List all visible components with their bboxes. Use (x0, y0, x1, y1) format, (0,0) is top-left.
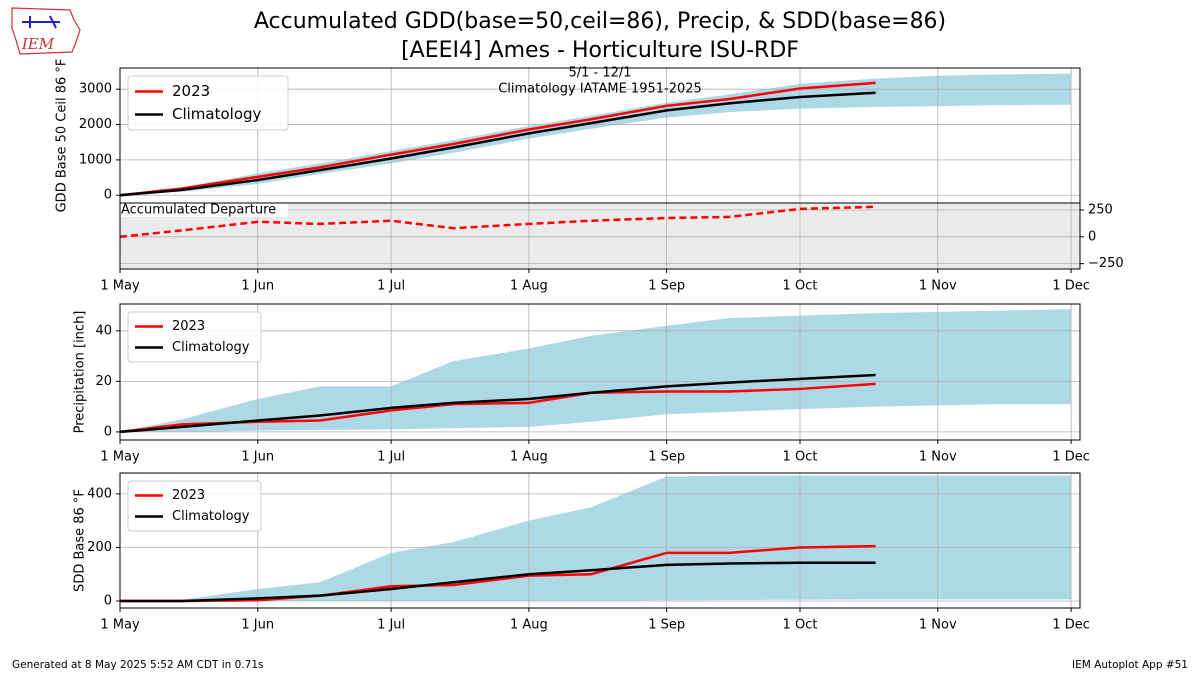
x-tick-label: 1 Sep (648, 618, 685, 633)
legend-box (127, 75, 289, 131)
logo-icon (22, 15, 60, 29)
x-tick-label: 1 Aug (510, 279, 548, 294)
x-tick-label: 1 Jul (377, 618, 405, 633)
legend-box (127, 311, 262, 363)
y-tick-label: 200 (87, 540, 112, 555)
annotation: 5/1 - 12/1 (568, 66, 631, 81)
x-tick-label: 1 Jun (241, 279, 274, 294)
x-tick-label: 1 Jul (377, 279, 405, 294)
chart-title: Accumulated GDD(base=50,ceil=86), Precip… (254, 9, 946, 34)
y-tick-label: 0 (104, 424, 112, 439)
logo-text: IEM (21, 35, 55, 53)
legend-label: 2023 (172, 319, 205, 334)
x-tick-label: 1 Jun (241, 618, 274, 633)
x-tick-label: 1 Oct (783, 450, 818, 465)
departure-line (119, 205, 876, 239)
x-tick-label: 1 Aug (510, 618, 548, 633)
x-tick-label: 1 May (100, 450, 140, 465)
x-tick-label: 1 Nov (919, 618, 957, 633)
legend-label: Climatology (172, 340, 250, 355)
y-axis-label: GDD Base 50 Ceil 86 °F (55, 59, 70, 213)
y-tick-label: 2000 (79, 117, 112, 132)
y-tick-label: 1000 (79, 152, 112, 167)
x-tick-label: 1 May (100, 618, 140, 633)
legend-box (127, 480, 262, 532)
y-tick-label: 0 (104, 188, 112, 203)
y-axis-label: SDD Base 86 °F (73, 489, 88, 592)
plot-frame (119, 303, 1081, 441)
y-tick-label: 0 (1088, 229, 1096, 244)
y-tick-label: 20 (95, 374, 112, 389)
x-tick-label: 1 Dec (1052, 450, 1090, 465)
x-tick-label: 1 Nov (919, 450, 957, 465)
legend-label: 2023 (172, 82, 210, 100)
legend: 2023 Climatology (127, 480, 262, 532)
y-tick-label: 250 (1088, 202, 1113, 217)
x-tick-label: 1 Nov (919, 279, 957, 294)
legend-label: 2023 (172, 488, 205, 503)
x-tick-label: 1 May (100, 279, 140, 294)
y-tick-label: 40 (95, 323, 112, 338)
legend: 2023 Climatology (127, 75, 289, 131)
plot-frame (119, 472, 1081, 609)
y-tick-label: −250 (1088, 256, 1124, 271)
data-line (119, 81, 876, 197)
x-tick-label: 1 Jul (377, 450, 405, 465)
footer: IEM Autoplot App #51 (1072, 659, 1188, 671)
data-line (120, 561, 876, 603)
legend: 2023 Climatology (127, 311, 262, 363)
data-line (119, 373, 876, 434)
climatology-range (120, 309, 1072, 432)
x-tick-label: 1 Dec (1052, 618, 1090, 633)
legend-label: Climatology (172, 105, 262, 123)
legend-label: Climatology (172, 509, 250, 524)
x-tick-label: 1 Sep (648, 450, 685, 465)
y-tick-label: 0 (104, 594, 112, 609)
chart-title: [AEEI4] Ames - Horticulture ISU-RDF (401, 38, 799, 63)
x-tick-label: 1 Sep (648, 279, 685, 294)
logo: IEM (11, 7, 81, 55)
plot-frame (119, 202, 1081, 270)
x-tick-label: 1 Oct (783, 279, 818, 294)
y-tick-label: 400 (87, 486, 112, 501)
climatology-range (120, 475, 1072, 602)
annotation: Accumulated Departure (121, 203, 276, 218)
annotation: Climatology IATAME 1951-2025 (498, 82, 702, 97)
footer: Generated at 8 May 2025 5:52 AM CDT in 0… (12, 659, 263, 671)
x-tick-label: 1 Jun (241, 450, 274, 465)
annotation-box (120, 203, 288, 217)
y-axis-label: Precipitation [inch] (73, 311, 88, 434)
x-tick-label: 1 Dec (1052, 279, 1090, 294)
x-tick-label: 1 Aug (510, 450, 548, 465)
data-line (119, 91, 876, 197)
data-line (120, 544, 876, 603)
x-tick-label: 1 Oct (783, 618, 818, 633)
y-tick-label: 3000 (79, 82, 112, 97)
